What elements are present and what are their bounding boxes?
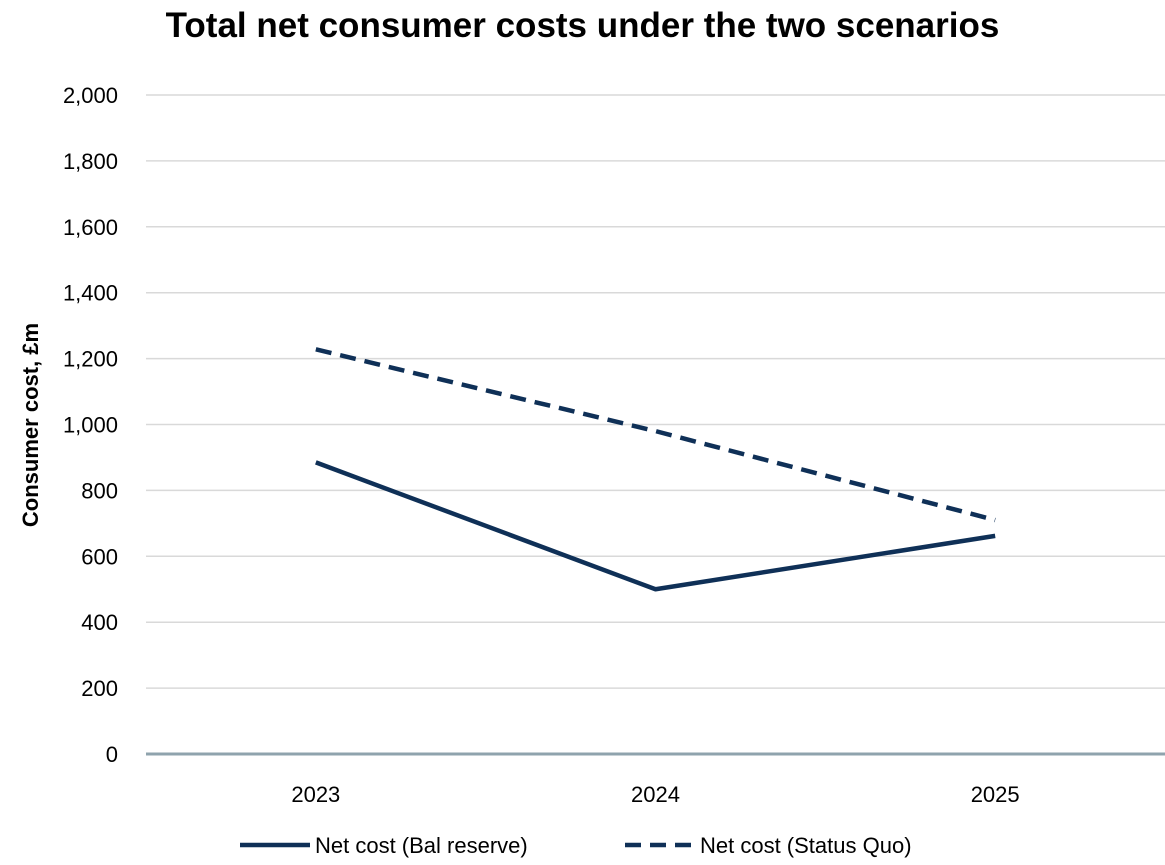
gridlines — [146, 94, 1165, 756]
y-tick-label: 200 — [81, 676, 118, 701]
legend-label: Net cost (Bal reserve) — [315, 833, 528, 858]
y-axis-title: Consumer cost, £m — [18, 323, 43, 527]
y-tick-label: 600 — [81, 544, 118, 569]
y-tick-label: 400 — [81, 610, 118, 635]
y-tick-label: 0 — [106, 742, 118, 767]
x-tick-label: 2024 — [631, 782, 680, 807]
series-lines — [315, 347, 996, 592]
y-tick-label: 1,400 — [63, 281, 118, 306]
series-line-bal-reserve — [315, 460, 996, 592]
chart-title: Total net consumer costs under the two s… — [165, 6, 1000, 45]
legend-label: Net cost (Status Quo) — [700, 833, 912, 858]
y-tick-label: 2,000 — [63, 83, 118, 108]
x-tick-labels: 2023 2024 2025 — [291, 782, 1019, 807]
y-tick-label: 1,800 — [63, 149, 118, 174]
y-tick-labels: 0 200 400 600 800 1,000 1,200 1,400 1,600 1,800 2,… — [63, 83, 118, 767]
legend: Net cost (Bal reserve) Net cost (Status Q… — [240, 833, 912, 858]
y-tick-label: 1,600 — [63, 215, 118, 240]
x-tick-label: 2023 — [291, 782, 340, 807]
x-tick-label: 2025 — [971, 782, 1020, 807]
y-tick-label: 1,000 — [63, 413, 118, 438]
series-line-status-quo — [315, 347, 996, 523]
y-tick-label: 800 — [81, 478, 118, 503]
y-tick-label: 1,200 — [63, 347, 118, 372]
